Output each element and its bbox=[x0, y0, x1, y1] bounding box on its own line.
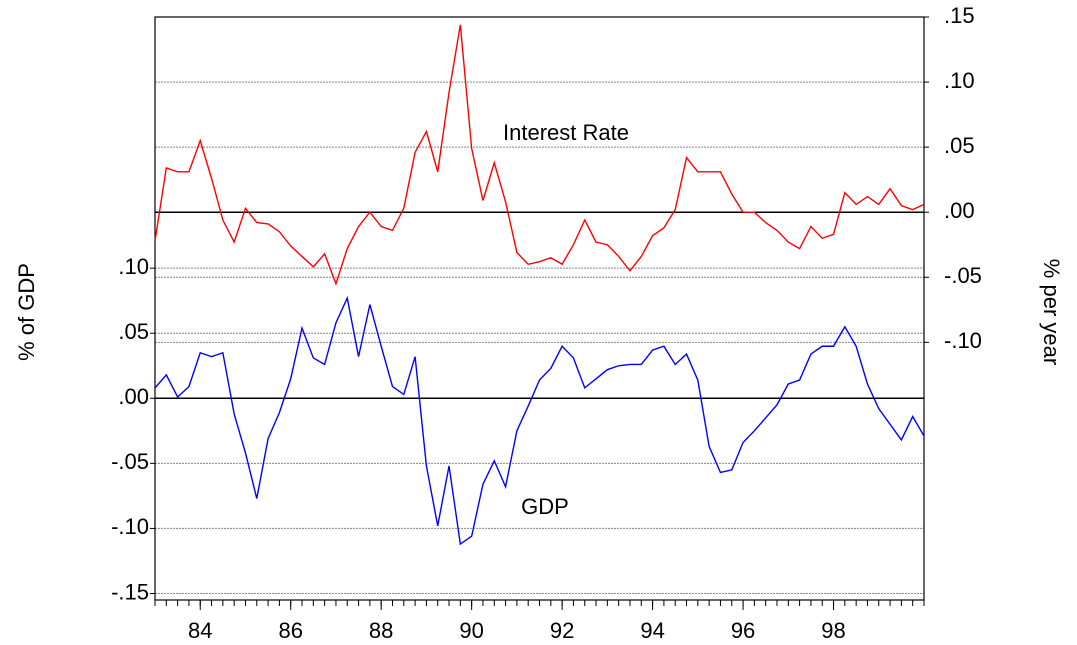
series-label: Interest Rate bbox=[503, 120, 629, 145]
x-tick-label: 92 bbox=[550, 618, 574, 643]
plot-frame bbox=[154, 16, 925, 601]
y-tick-label: .10 bbox=[118, 254, 149, 279]
y-axis-title: % of GDP bbox=[14, 263, 39, 361]
series-label: GDP bbox=[521, 494, 569, 519]
x-tick-label: 90 bbox=[459, 618, 483, 643]
y2-tick-label: .10 bbox=[944, 68, 975, 93]
y2-tick-label: .05 bbox=[944, 133, 975, 158]
x-tick-label: 96 bbox=[731, 618, 755, 643]
y-tick-label: -.05 bbox=[111, 449, 149, 474]
y2-tick-label: -.05 bbox=[944, 263, 982, 288]
y-tick-label: -.10 bbox=[111, 514, 149, 539]
y2-axis-title: % per year bbox=[1039, 259, 1064, 365]
data-line bbox=[154, 295, 925, 546]
x-tick-label: 84 bbox=[188, 618, 212, 643]
x-tick-label: 94 bbox=[640, 618, 664, 643]
y-tick-label: .00 bbox=[118, 384, 149, 409]
y2-tick-label: .00 bbox=[944, 198, 975, 223]
y-tick-label: .05 bbox=[118, 319, 149, 344]
x-tick-label: 98 bbox=[821, 618, 845, 643]
x-tick-label: 88 bbox=[369, 618, 393, 643]
data-line bbox=[154, 24, 925, 286]
y2-tick-label: .15 bbox=[944, 3, 975, 28]
x-tick-label: 86 bbox=[278, 618, 302, 643]
y2-tick-label: -.10 bbox=[944, 328, 982, 353]
y-tick-label: -.15 bbox=[111, 579, 149, 604]
